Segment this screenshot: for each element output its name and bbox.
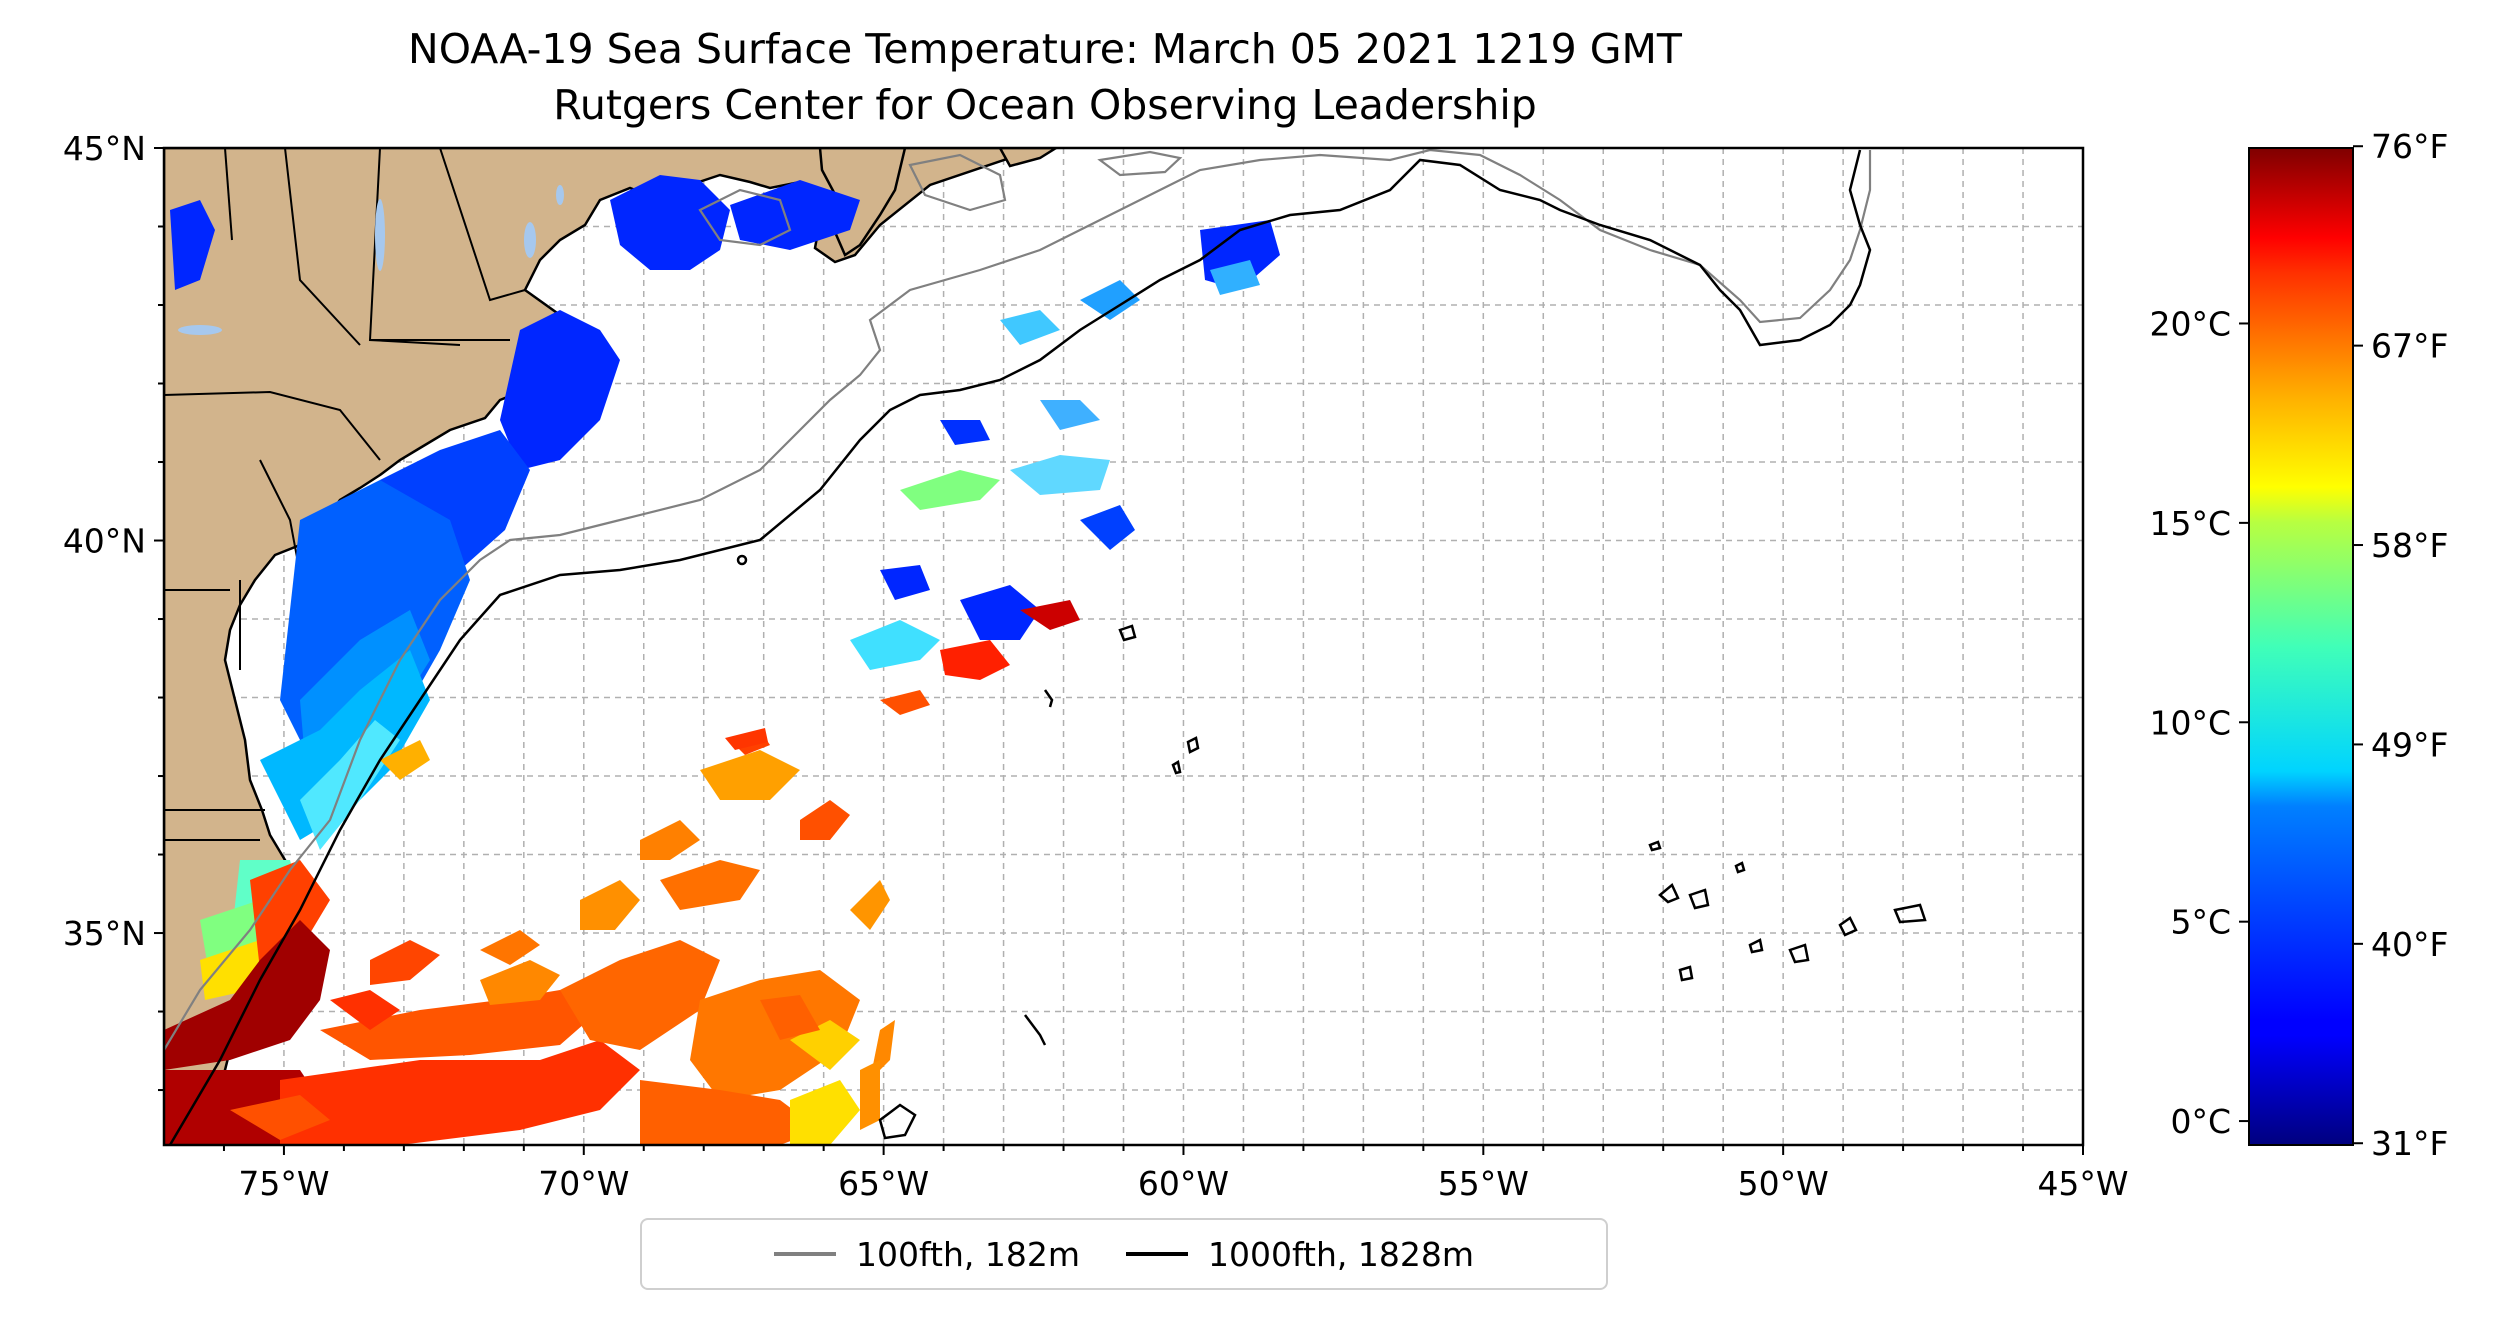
fahrenheit-tick-label: 67°F — [2371, 327, 2448, 366]
celsius-tick-label: 5°C — [2170, 903, 2231, 942]
isobath-legend: 100fth, 182m 1000fth, 1828m — [640, 1218, 1608, 1290]
map-subtitle: Rutgers Center for Ocean Observing Leade… — [553, 81, 1537, 129]
fahrenheit-tick-label: 31°F — [2371, 1124, 2448, 1163]
celsius-tick-label: 20°C — [2149, 304, 2231, 343]
lat-tick-label: 40°N — [63, 522, 146, 561]
latitude-axis: 35°N 40°N 45°N — [63, 129, 164, 1092]
legend-line-black — [1126, 1252, 1188, 1256]
sst-data — [164, 175, 1280, 1145]
lon-tick-label: 65°W — [838, 1164, 929, 1203]
lakes — [178, 185, 564, 335]
lon-tick-label: 75°W — [238, 1164, 329, 1203]
celsius-tick-label: 15°C — [2149, 504, 2231, 543]
legend-line-gray — [774, 1252, 836, 1256]
celsius-tick-label: 0°C — [2170, 1102, 2231, 1141]
colorbar — [2248, 147, 2354, 1146]
legend-item-1000fth: 1000fth, 1828m — [1126, 1235, 1474, 1274]
colorbar-celsius-axis: 0°C 5°C 10°C 15°C 20°C — [2149, 304, 2249, 1141]
fahrenheit-tick-label: 49°F — [2371, 725, 2448, 764]
lon-tick-label: 45°W — [2037, 1164, 2128, 1203]
isobath-1000fth — [168, 149, 1927, 1145]
legend-label: 100fth, 182m — [856, 1234, 1080, 1274]
map-title: NOAA-19 Sea Surface Temperature: March 0… — [408, 25, 1682, 73]
fahrenheit-tick-label: 76°F — [2371, 127, 2448, 166]
lon-tick-label: 70°W — [538, 1164, 629, 1203]
colorbar-fahrenheit-axis: 31°F 40°F 49°F 58°F 67°F 76°F — [2353, 127, 2448, 1163]
lon-tick-label: 60°W — [1138, 1164, 1229, 1203]
isobath-100fth — [164, 148, 1872, 1051]
longitude-axis: 75°W 70°W 65°W 60°W 55°W 50°W 45°W — [222, 1145, 2129, 1203]
fahrenheit-tick-label: 58°F — [2371, 526, 2448, 565]
lon-tick-label: 55°W — [1438, 1164, 1529, 1203]
celsius-tick-label: 10°C — [2149, 703, 2231, 742]
lat-tick-label: 45°N — [63, 129, 146, 168]
lon-tick-label: 50°W — [1738, 1164, 1829, 1203]
legend-item-100fth: 100fth, 182m — [774, 1235, 1080, 1274]
legend-label: 1000fth, 1828m — [1208, 1234, 1474, 1274]
fahrenheit-tick-label: 40°F — [2371, 925, 2448, 964]
lat-tick-label: 35°N — [63, 914, 146, 953]
cape-breton — [998, 148, 1059, 168]
